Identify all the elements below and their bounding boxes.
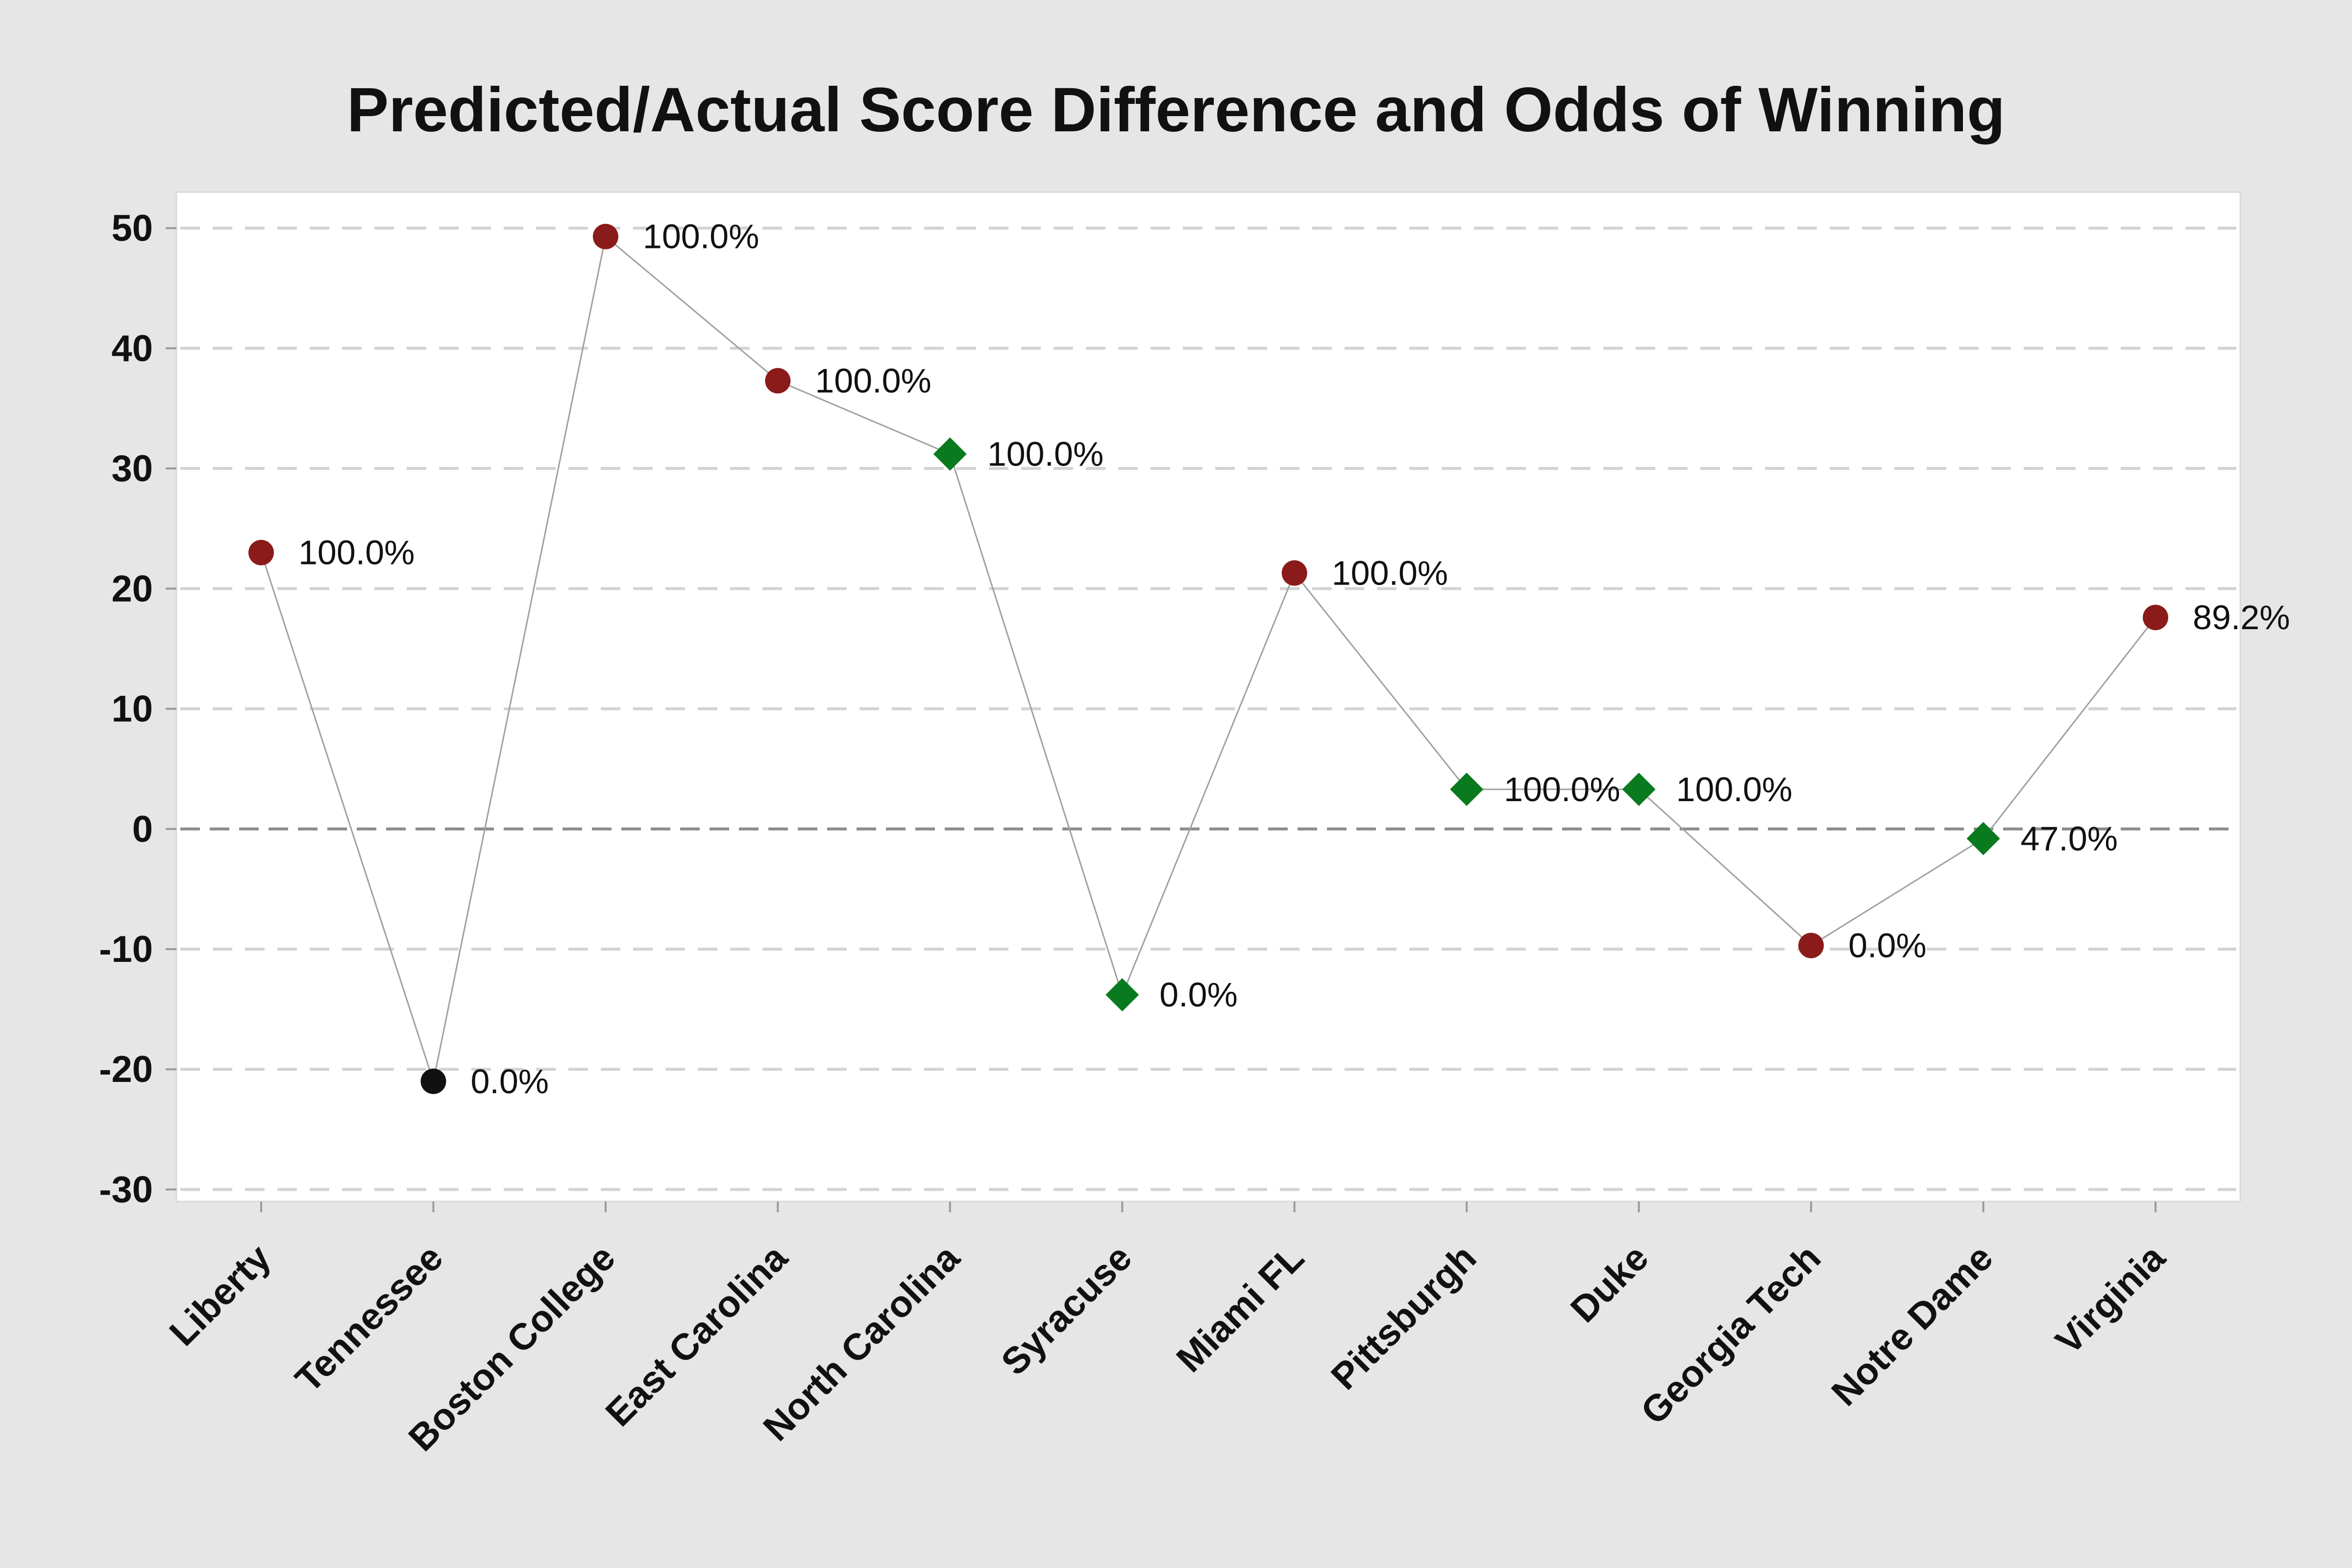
odds-label: 100.0%	[1676, 770, 1792, 808]
x-tick-label: Pittsburgh	[1323, 1237, 1484, 1398]
x-tick-label: Miami FL	[1169, 1237, 1312, 1380]
x-tick-label: Georgia Tech	[1633, 1237, 1829, 1433]
y-tick-label: 0	[132, 808, 153, 850]
data-point-diamond	[1105, 978, 1139, 1012]
data-series	[248, 223, 2168, 1094]
odds-label: 100.0%	[987, 435, 1103, 473]
odds-label: 47.0%	[2021, 819, 2118, 858]
data-point-diamond	[933, 437, 967, 471]
y-tick-label: -30	[99, 1169, 153, 1210]
grid-lines	[180, 226, 2236, 1191]
x-tick-label: Liberty	[162, 1237, 279, 1354]
odds-label: 89.2%	[2193, 598, 2290, 637]
data-point-diamond	[1622, 772, 1656, 806]
odds-label: 0.0%	[470, 1062, 549, 1101]
data-point-diamond	[1450, 772, 1484, 806]
x-tick-label: Syracuse	[993, 1237, 1140, 1383]
odds-label: 0.0%	[1848, 927, 1927, 965]
x-tick-label: Duke	[1563, 1237, 1657, 1331]
data-point-circle	[592, 223, 618, 249]
x-tick-label: Notre Dame	[1824, 1237, 2001, 1414]
series-line	[260, 235, 2156, 1084]
odds-label: 100.0%	[643, 218, 759, 256]
odds-label: 100.0%	[1332, 554, 1448, 592]
y-tick-label: -10	[99, 929, 153, 970]
data-point-diamond	[1966, 822, 2000, 856]
odds-label: 100.0%	[298, 534, 415, 572]
data-labels: 100.0% 0.0% 100.0% 100.0% 100.0% 0.0% 100.0% 10…	[298, 218, 2290, 1101]
y-tick-label: 10	[111, 688, 153, 730]
chart-title: Predicted/Actual Score Difference and Od…	[347, 75, 2005, 145]
y-tick-label: 50	[111, 208, 153, 249]
y-tick-label: 20	[111, 568, 153, 610]
plot-area	[175, 191, 2241, 1202]
odds-label: 0.0%	[1159, 976, 1238, 1014]
x-tick-label: Virginia	[2048, 1236, 2174, 1362]
x-tick-label: Tennessee	[288, 1237, 451, 1400]
data-point-circle	[1281, 560, 1307, 586]
data-point-circle	[420, 1068, 446, 1094]
data-point-circle	[1798, 932, 1824, 958]
data-point-circle	[248, 539, 274, 565]
y-tick-label: -20	[99, 1049, 153, 1090]
y-tick-label: 40	[111, 328, 153, 369]
x-tick-label: East Carolina	[598, 1236, 796, 1434]
odds-label: 100.0%	[815, 362, 931, 400]
odds-label: 100.0%	[1504, 770, 1620, 808]
data-point-circle	[765, 368, 791, 394]
data-point-circle	[2143, 605, 2168, 631]
y-tick-label: 30	[111, 448, 153, 490]
